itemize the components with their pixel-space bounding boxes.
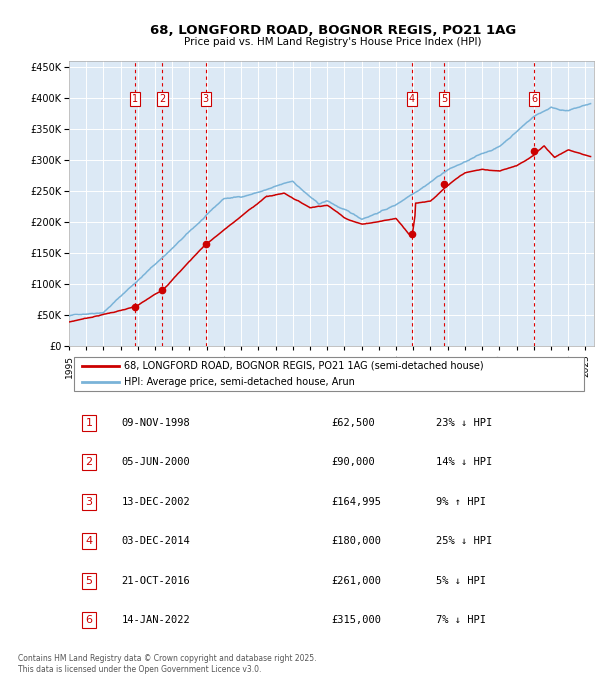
- Text: 1: 1: [85, 418, 92, 428]
- Text: 2: 2: [85, 457, 92, 467]
- Text: HPI: Average price, semi-detached house, Arun: HPI: Average price, semi-detached house,…: [124, 377, 355, 387]
- Text: 6: 6: [85, 615, 92, 625]
- Text: 23% ↓ HPI: 23% ↓ HPI: [437, 418, 493, 428]
- Text: 68, LONGFORD ROAD, BOGNOR REGIS, PO21 1AG (semi-detached house): 68, LONGFORD ROAD, BOGNOR REGIS, PO21 1A…: [124, 360, 484, 371]
- Text: Contains HM Land Registry data © Crown copyright and database right 2025.
This d: Contains HM Land Registry data © Crown c…: [18, 654, 317, 674]
- Text: 25% ↓ HPI: 25% ↓ HPI: [437, 537, 493, 546]
- Text: £180,000: £180,000: [331, 537, 382, 546]
- Text: Price paid vs. HM Land Registry's House Price Index (HPI): Price paid vs. HM Land Registry's House …: [184, 37, 482, 48]
- Text: 7% ↓ HPI: 7% ↓ HPI: [437, 615, 487, 625]
- Text: £164,995: £164,995: [331, 496, 382, 507]
- Text: £62,500: £62,500: [331, 418, 375, 428]
- Text: 1: 1: [133, 95, 139, 104]
- Text: 3: 3: [85, 496, 92, 507]
- Text: 6: 6: [532, 95, 538, 104]
- Text: £315,000: £315,000: [331, 615, 382, 625]
- Text: 13-DEC-2002: 13-DEC-2002: [121, 496, 190, 507]
- Text: 05-JUN-2000: 05-JUN-2000: [121, 457, 190, 467]
- Text: 3: 3: [203, 95, 209, 104]
- Text: 14-JAN-2022: 14-JAN-2022: [121, 615, 190, 625]
- Text: 09-NOV-1998: 09-NOV-1998: [121, 418, 190, 428]
- Text: 9% ↑ HPI: 9% ↑ HPI: [437, 496, 487, 507]
- FancyBboxPatch shape: [74, 357, 583, 391]
- Text: 2: 2: [160, 95, 166, 104]
- Text: 4: 4: [85, 537, 92, 546]
- Text: 5% ↓ HPI: 5% ↓ HPI: [437, 576, 487, 585]
- Text: 21-OCT-2016: 21-OCT-2016: [121, 576, 190, 585]
- Text: 03-DEC-2014: 03-DEC-2014: [121, 537, 190, 546]
- Text: 4: 4: [409, 95, 415, 104]
- Text: 5: 5: [85, 576, 92, 585]
- Text: 68, LONGFORD ROAD, BOGNOR REGIS, PO21 1AG: 68, LONGFORD ROAD, BOGNOR REGIS, PO21 1A…: [150, 24, 516, 37]
- Text: £90,000: £90,000: [331, 457, 375, 467]
- Text: 14% ↓ HPI: 14% ↓ HPI: [437, 457, 493, 467]
- Text: 5: 5: [441, 95, 448, 104]
- Text: £261,000: £261,000: [331, 576, 382, 585]
